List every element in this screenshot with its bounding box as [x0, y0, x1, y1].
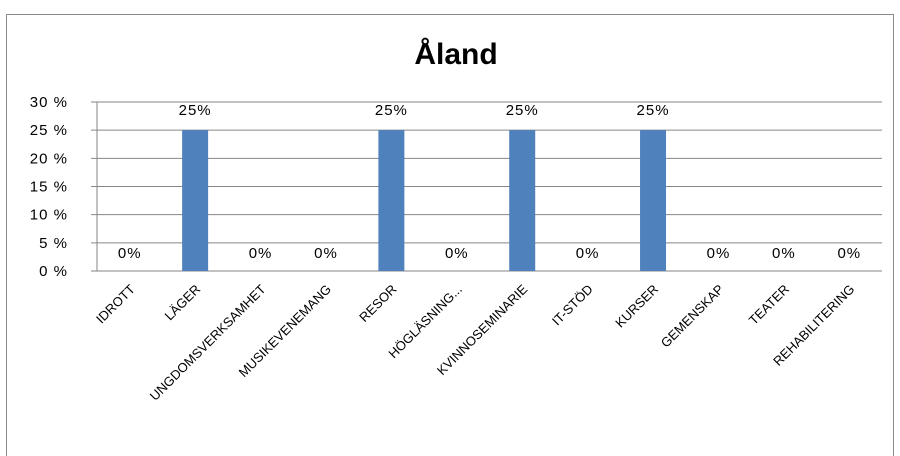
bar — [509, 130, 536, 271]
y-tick-label: 5 % — [39, 235, 68, 252]
data-label: 0% — [249, 245, 273, 262]
bars — [182, 130, 667, 271]
chart-title: Åland — [414, 38, 497, 71]
data-label: 25% — [375, 102, 408, 119]
data-labels: 0% 25% 0% 0% 25% 0% 25% 0% 25% 0% 0% 0% — [118, 102, 861, 262]
y-tick-label: 30 % — [30, 94, 68, 111]
x-axis-categories: IDROTT LÄGERUNGDOMSVERKSAMHETMUSIKEVENEMA… — [93, 281, 857, 403]
x-category-label: IDROTT — [93, 281, 138, 326]
grid-layer — [91, 101, 882, 272]
data-label: 0% — [445, 245, 469, 262]
y-axis-ticks: 0 % 5 % 10 % 15 % 20 % 25 % 30 % — [30, 94, 68, 280]
x-category-label: RESOR — [356, 282, 399, 325]
x-category-label: KURSER — [612, 282, 661, 331]
bar — [182, 130, 209, 271]
x-category-label: GEMENSKAP — [658, 282, 727, 351]
x-category-label: LÄGER — [161, 282, 203, 324]
y-tick-label: 10 % — [30, 207, 68, 224]
data-label: 25% — [506, 102, 539, 119]
data-label: 0% — [772, 245, 796, 262]
data-label: 25% — [637, 102, 670, 119]
data-label: 0% — [576, 245, 600, 262]
y-tick-label: 25 % — [30, 122, 68, 139]
y-tick-label: 20 % — [30, 150, 68, 167]
x-category-label: UNGDOMSVERKSAMHET — [147, 281, 269, 403]
y-tick-label: 15 % — [30, 179, 68, 196]
data-label: 0% — [314, 245, 338, 262]
chart-frame — [6, 14, 894, 456]
data-label: 25% — [179, 102, 212, 119]
y-tick-label: 0 % — [39, 263, 68, 280]
bar — [640, 130, 667, 271]
data-label: 0% — [118, 245, 142, 262]
data-label: 0% — [707, 245, 731, 262]
bar — [378, 130, 405, 271]
x-category-label: TEATER — [746, 282, 792, 328]
data-label: 0% — [837, 245, 861, 262]
x-category-label: IT-STÖD — [549, 282, 596, 329]
